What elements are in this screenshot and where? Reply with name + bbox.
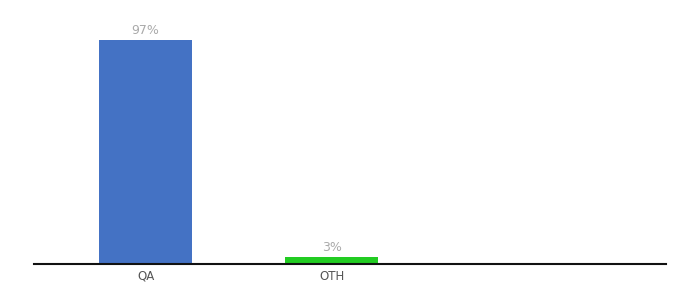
Text: 97%: 97%: [132, 24, 160, 37]
Text: 3%: 3%: [322, 241, 341, 254]
Bar: [285, 257, 378, 264]
Bar: [99, 40, 192, 264]
